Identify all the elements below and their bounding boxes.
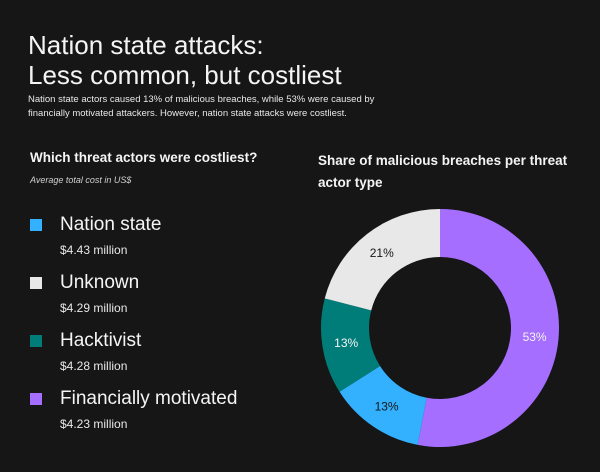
legend-swatch [30, 277, 42, 289]
legend-value: $4.29 million [60, 301, 128, 315]
legend-value: $4.28 million [60, 359, 128, 373]
donut-label-hacktivist: 13% [334, 336, 358, 350]
page-subtitle: Nation state actors caused 13% of malici… [28, 94, 375, 119]
cost-legend: Nation state $4.43 million Unknown $4.29… [30, 213, 290, 445]
legend-swatch [30, 393, 42, 405]
page-title: Nation state attacks: Less common, but c… [28, 30, 568, 90]
donut-slice-unknown [324, 208, 440, 311]
legend-label: Hacktivist [60, 330, 142, 351]
donut-label-unknown: 21% [370, 246, 394, 260]
donut-slice-nation-state [339, 366, 427, 445]
legend-swatch [30, 335, 42, 347]
donut-slice-financially-motivated [417, 209, 559, 447]
donut-label-financially-motivated: 53% [523, 330, 547, 344]
title-line-1: Nation state attacks: [28, 30, 264, 60]
legend-label: Financially motivated [60, 388, 238, 409]
cost-panel-heading: Which threat actors were costliest? [30, 150, 258, 165]
legend-item-unknown: Unknown $4.29 million [30, 271, 290, 329]
legend-item-nation-state: Nation state $4.43 million [30, 213, 290, 271]
legend-item-hacktivist: Hacktivist $4.28 million [30, 329, 290, 387]
cost-panel-subheading: Average total cost in US$ [30, 175, 132, 185]
donut-chart: 53% 13% 13% 21% [321, 208, 559, 447]
title-line-2: Less common, but costliest [28, 60, 342, 90]
legend-item-financially-motivated: Financially motivated $4.23 million [30, 387, 290, 445]
legend-label: Nation state [60, 214, 162, 235]
legend-label: Unknown [60, 272, 140, 293]
legend-swatch [30, 219, 42, 231]
donut-slice-hacktivist [321, 298, 381, 392]
share-panel-heading: Share of malicious breaches per threat a… [318, 153, 568, 190]
legend-value: $4.23 million [60, 417, 128, 431]
donut-label-nation-state: 13% [375, 400, 399, 414]
legend-value: $4.43 million [60, 243, 128, 257]
